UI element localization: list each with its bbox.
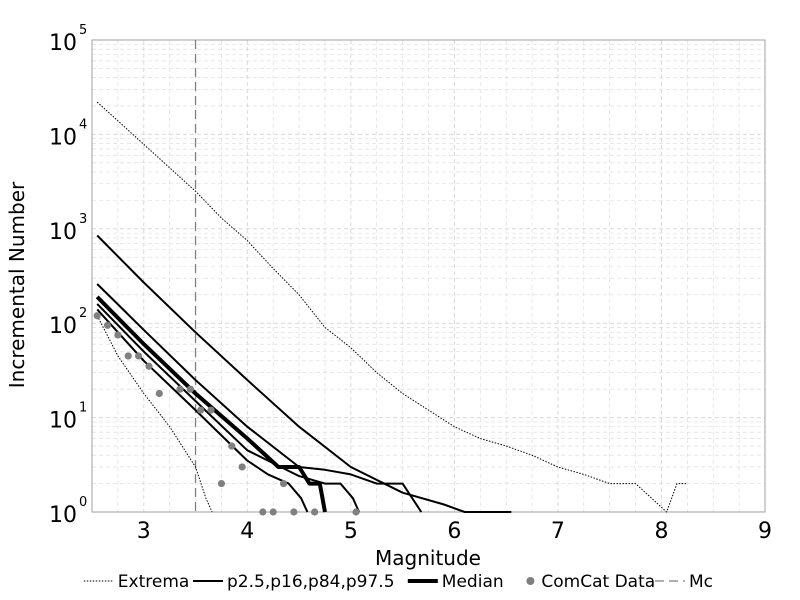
comcat-data-point: [228, 442, 236, 450]
y-tick-exponent: 2: [79, 306, 87, 321]
comcat-data-point: [290, 508, 298, 516]
comcat-data-point: [279, 479, 288, 488]
comcat-data-point: [103, 321, 112, 329]
comcat-data-point: [186, 385, 194, 393]
series-layer: [93, 40, 688, 516]
comcat-data-point: [207, 406, 215, 414]
y-tick-label: 10: [49, 220, 77, 245]
grid-lines: [91, 40, 766, 513]
comcat-data-point: [134, 352, 143, 360]
legend-label: p2.5,p16,p84,p97.5: [227, 572, 395, 592]
comcat-data-point: [217, 479, 226, 488]
legend-label: Median: [442, 572, 504, 592]
y-tick-label: 10: [49, 409, 77, 434]
x-tick-labels: 3 4 5 6 7 8 9: [137, 519, 772, 544]
comcat-data-point: [145, 362, 153, 370]
y-tick-label: 10: [49, 125, 77, 150]
y-tick-label: 10: [49, 31, 77, 56]
percentile-line: [96, 308, 309, 513]
y-axis-title: Incremental Number: [5, 181, 29, 388]
x-tick-label: 8: [654, 519, 668, 544]
x-tick-label: 5: [344, 519, 358, 544]
comcat-data-point: [238, 463, 246, 471]
comcat-data-point: [93, 312, 101, 320]
legend-label: ComCat Data: [541, 572, 655, 592]
comcat-data-point: [197, 406, 205, 414]
comcat-data-point: [311, 508, 319, 516]
y-tick-exponent: 0: [79, 495, 87, 510]
comcat-data-point: [114, 331, 122, 339]
legend-symbol-comcat: [526, 577, 535, 585]
x-tick-label: 3: [137, 519, 151, 544]
y-tick-label: 10: [49, 503, 77, 528]
comcat-data-point: [176, 385, 184, 393]
y-tick-exponent: 4: [79, 117, 87, 132]
comcat-data-point: [269, 508, 277, 516]
comcat-data-point: [124, 352, 132, 360]
x-tick-label: 4: [240, 519, 254, 544]
legend-label: Extrema: [118, 572, 190, 592]
comcat-data-point: [352, 508, 360, 516]
x-axis-title: Magnitude: [375, 546, 481, 570]
percentile-line: [96, 283, 423, 513]
y-tick-exponent: 3: [79, 212, 87, 227]
comcat-data-point: [155, 389, 163, 398]
median-line: [95, 295, 327, 513]
legend: Extrema p2.5,p16,p84,p97.5 Median ComCat Da…: [83, 572, 713, 592]
percentile-line: [96, 234, 512, 513]
y-tick-label: 10: [49, 314, 77, 339]
extrema-lower-line: [96, 315, 213, 513]
y-tick-exponent: 1: [79, 401, 87, 416]
y-tick-exponent: 5: [79, 23, 87, 38]
percentile-line: [96, 303, 361, 513]
plot-frame: [91, 39, 766, 513]
extrema-upper-line: [96, 101, 688, 513]
x-tick-label: 6: [447, 519, 461, 544]
x-tick-label: 9: [758, 519, 772, 544]
x-tick-label: 7: [551, 519, 565, 544]
legend-label: Mc: [689, 572, 713, 592]
comcat-data-point: [259, 508, 267, 516]
